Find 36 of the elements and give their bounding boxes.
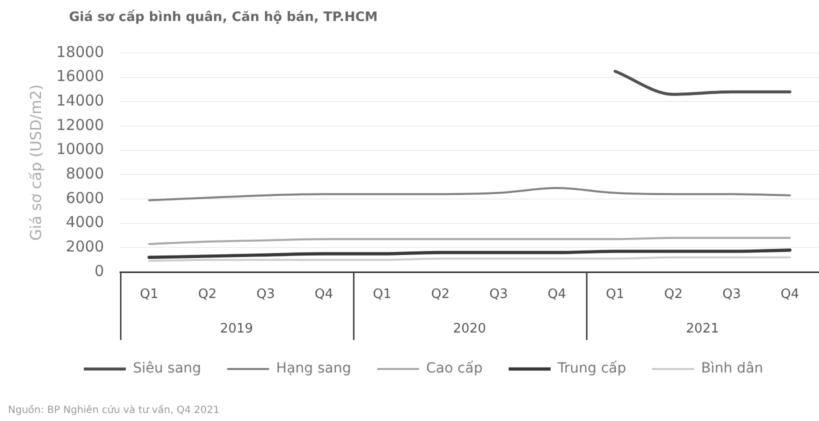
y-tick-label: 6000: [66, 188, 104, 207]
y-tick-label: 12000: [56, 116, 104, 134]
y-axis-title: Giá sơ cấp (USD/m2): [26, 84, 45, 241]
legend-label: Trung cấp: [556, 360, 626, 377]
legend-label: Hạng sang: [276, 360, 352, 377]
x-tick-label: Q1: [140, 287, 158, 302]
x-tick-label: Q2: [664, 287, 683, 302]
y-tick-label: 16000: [56, 67, 104, 86]
y-tick-label: 0: [94, 262, 104, 280]
text: 2020: [452, 321, 486, 336]
legend-label: Siêu sang: [132, 360, 202, 377]
x-tick-label: Q3: [489, 287, 508, 302]
x-tick-label: Q4: [548, 287, 566, 302]
line-series: [148, 187, 791, 202]
y-tick-label: 10000: [56, 140, 104, 158]
x-tick-label: Q3: [256, 287, 275, 302]
legend-label: Bình dân: [701, 360, 764, 377]
x-tick-label: Q3: [722, 287, 741, 302]
y-tick-label: 8000: [66, 164, 104, 183]
text: 2021: [686, 321, 720, 336]
x-tick-label: Q1: [372, 287, 392, 302]
x-tick-label: Q4: [780, 287, 800, 302]
y-tick-label: 4000: [66, 213, 104, 232]
text: 2019: [220, 321, 254, 336]
y-tick-label: 18000: [56, 42, 104, 61]
text: Nguồn: BP Nghiên cứu và tư vấn, Q4 2021: [8, 405, 220, 416]
chart-title: Giá sơ cấp bình quân, Căn hộ bán, TP.HCM: [69, 10, 378, 25]
x-tick-label: Q2: [431, 287, 450, 302]
x-tick-label: Q4: [314, 287, 334, 302]
x-tick-label: Q2: [198, 287, 217, 302]
line-series: [148, 236, 791, 246]
legend-label: Cao cấp: [426, 360, 483, 377]
y-tick-label: 14000: [56, 92, 104, 110]
line-series: [148, 248, 792, 259]
y-tick-label: 2000: [66, 238, 104, 256]
x-tick-label: Q1: [606, 287, 624, 302]
